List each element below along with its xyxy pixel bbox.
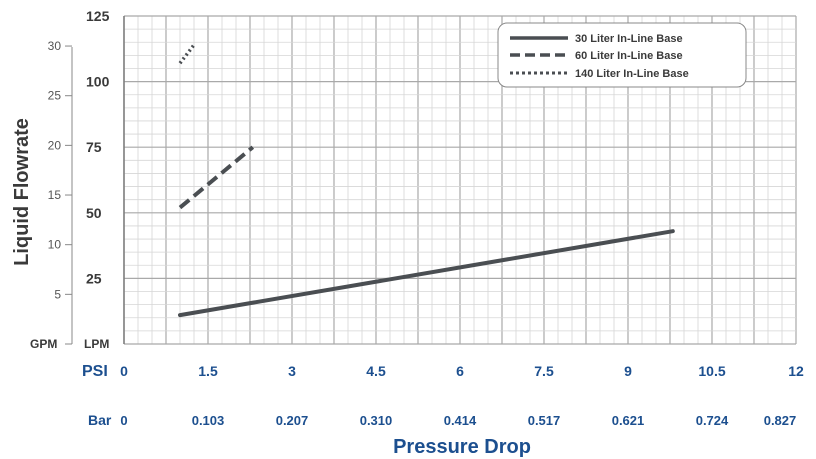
lpm-tick-label: 50 (86, 205, 102, 221)
bar-tick-label: 0.207 (276, 413, 309, 428)
series-group (178, 43, 675, 318)
psi-unit-label: PSI (82, 363, 108, 380)
grid (123, 15, 797, 345)
bar-tick-label: 0.724 (696, 413, 729, 428)
legend: 30 Liter In-Line Base 60 Liter In-Line B… (497, 22, 747, 88)
series-line-1 (178, 229, 675, 318)
bar-tick-label: 0.414 (444, 413, 477, 428)
bar-tick-label: 0 (120, 413, 127, 428)
gpm-tick-label: 20 (48, 138, 62, 152)
bar-tick-label: 0.621 (612, 413, 645, 428)
y-axis-label: Liquid Flowrate (11, 118, 33, 266)
bar-tick-label: 0.310 (360, 413, 393, 428)
bar-unit-label: Bar (88, 412, 112, 428)
lpm-tick-label: 125 (86, 8, 110, 24)
lpm-tick-labels: 25 50 75 100 125 (86, 8, 110, 286)
gpm-tick-label: 5 (54, 287, 61, 301)
psi-tick-label: 3 (288, 363, 296, 379)
gpm-tick-label: 25 (48, 89, 62, 103)
lpm-tick-label: 100 (86, 74, 110, 90)
psi-tick-label: 7.5 (534, 363, 554, 379)
legend-label-140-liter: 140 Liter In-Line Base (575, 68, 689, 80)
psi-tick-label: 10.5 (698, 363, 725, 379)
bar-tick-label: 0.103 (192, 413, 225, 428)
psi-tick-label: 6 (456, 363, 464, 379)
lpm-tick-label: 25 (86, 270, 102, 286)
bar-tick-labels: 0 0.103 0.207 0.310 0.414 0.517 0.621 0.724 0.82… (120, 413, 796, 428)
gpm-tick-label: 30 (48, 39, 62, 53)
legend-label-60-liter: 60 Liter In-Line Base (575, 50, 683, 62)
psi-tick-labels: 0 1.5 3 4.5 6 7.5 9 10.5 12 (120, 363, 804, 379)
psi-tick-label: 9 (624, 363, 632, 379)
gpm-tick-labels: 5 10 15 20 25 30 (48, 39, 62, 301)
bar-tick-label: 0.517 (528, 413, 561, 428)
gpm-tick-label: 15 (48, 188, 62, 202)
bar-tick-label: 0.827 (764, 413, 797, 428)
x-axis-label: Pressure Drop (393, 436, 531, 458)
series-line-2 (178, 145, 255, 210)
psi-tick-label: 0 (120, 363, 128, 379)
legend-label-30-liter: 30 Liter In-Line Base (575, 33, 683, 45)
lpm-unit-label: LPM (84, 337, 109, 351)
lpm-tick-label: 75 (86, 139, 102, 155)
gpm-tick-label: 10 (48, 238, 62, 252)
psi-tick-label: 1.5 (198, 363, 218, 379)
axes (65, 16, 125, 345)
series-line-3 (178, 43, 196, 65)
psi-tick-label: 4.5 (366, 363, 386, 379)
gpm-unit-label: GPM (30, 337, 57, 351)
psi-tick-label: 12 (788, 363, 804, 379)
